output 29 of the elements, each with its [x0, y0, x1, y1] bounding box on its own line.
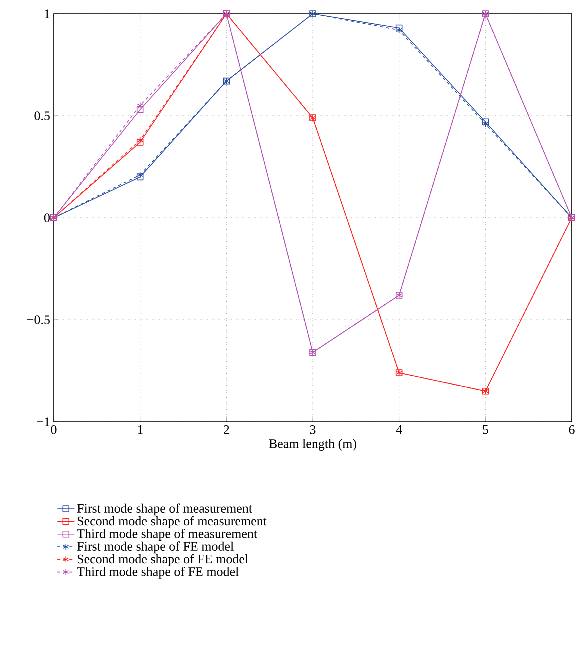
x-tick-label: 2 [224, 426, 230, 434]
legend-label: Third mode shape of FE model [77, 566, 239, 579]
point [396, 24, 403, 32]
y-tick-label: 0 [44, 214, 50, 222]
x-tick-label: 4 [396, 426, 402, 434]
point [482, 118, 490, 126]
legend-label: Third mode shape of measurement [77, 529, 258, 541]
y-tick-label: −1 [37, 418, 50, 426]
point [396, 26, 402, 34]
x-tick-label: 0 [51, 426, 57, 434]
point [137, 102, 144, 110]
legend-label: First mode shape of FE model [77, 542, 234, 554]
point [136, 106, 144, 114]
x-axis-title: Beam length (m) [269, 439, 356, 451]
legend-label: Second mode shape of FE model [78, 554, 248, 566]
x-tick-label: 5 [483, 426, 488, 434]
legend-label: Second mode shape of measurement [78, 516, 267, 528]
point [136, 139, 144, 146]
point [137, 172, 144, 179]
legend-label: First mode shape of measurement [77, 504, 252, 516]
y-tick-label: −0.5 [28, 316, 50, 324]
x-tick-label: 1 [138, 426, 143, 434]
point [136, 174, 144, 181]
x-tick-label: 3 [310, 426, 316, 434]
y-tick-label: 1 [45, 10, 50, 18]
point [137, 137, 144, 144]
point [482, 120, 489, 128]
y-tick-label: 0.5 [34, 112, 50, 120]
x-tick-label: 6 [569, 426, 575, 434]
